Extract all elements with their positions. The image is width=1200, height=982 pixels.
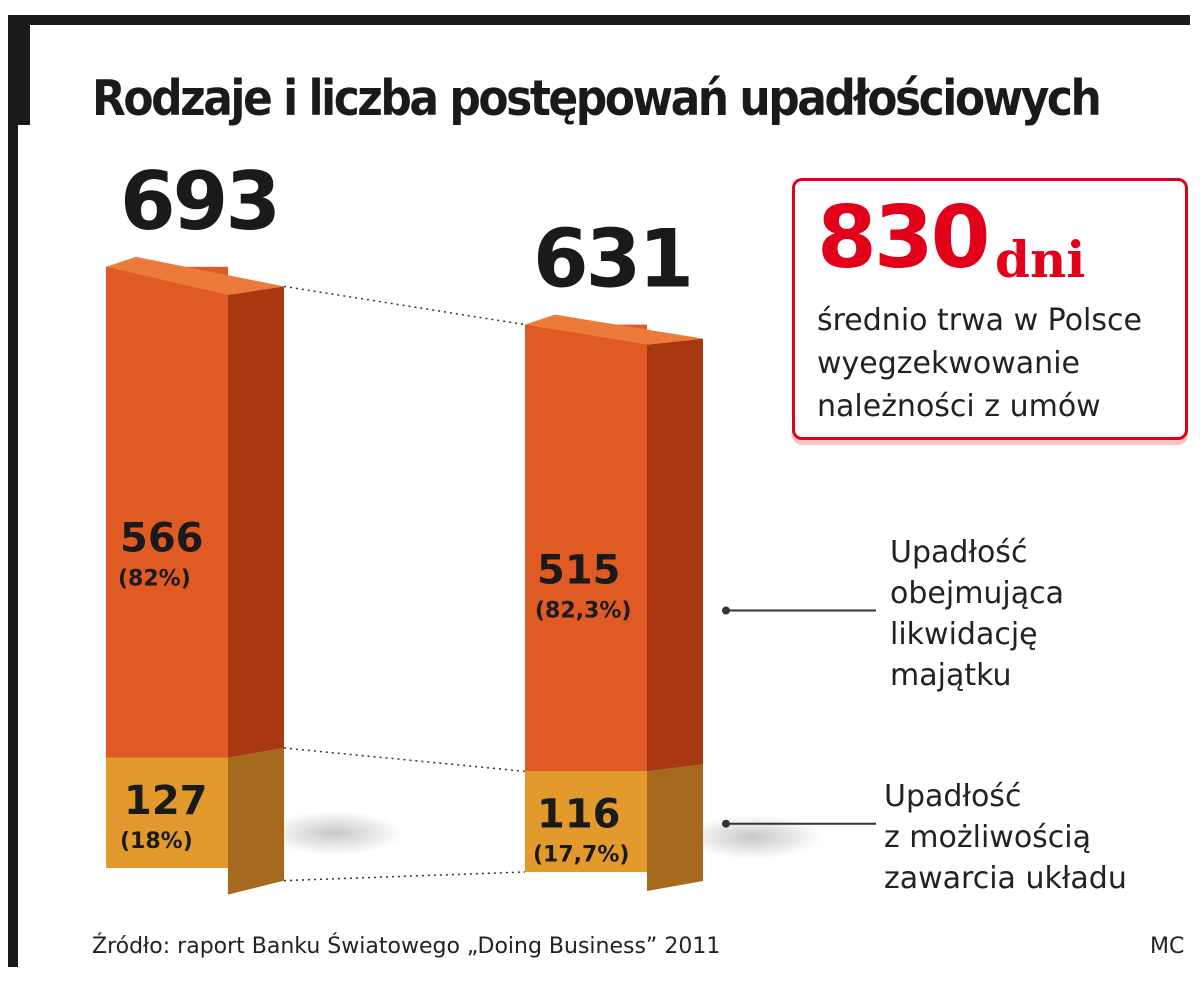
callout-unit: dni	[995, 230, 1086, 289]
bar-shadows	[264, 811, 823, 859]
legend-arrangement: Upadłość z możliwością zawarcia układu	[884, 776, 1127, 899]
bar-arrangement-share: (18%)	[120, 829, 193, 854]
frame-corner-block	[8, 15, 30, 125]
bar-shadow	[264, 811, 404, 855]
connector-lines	[283, 285, 526, 882]
frame-top-rule	[8, 15, 1190, 25]
legend-line: Upadłość	[890, 535, 1028, 570]
bar-arrangement-side	[228, 748, 284, 895]
callout-line: wyegzekwowanie	[817, 346, 1080, 381]
bar-liquidation-share: (82,3%)	[535, 599, 631, 624]
source-note: Źródło: raport Banku Światowego „Doing B…	[92, 934, 721, 959]
bar-arrangement-value: 127	[124, 778, 208, 824]
legend-line: zawarcia układu	[884, 861, 1127, 896]
bar-arrangement-value: 116	[537, 791, 621, 837]
legend-line: z możliwością	[884, 820, 1092, 855]
connector-top	[283, 285, 526, 326]
bar-liquidation-front	[106, 266, 228, 758]
bar-total-label: 631	[533, 213, 691, 306]
bar-top-face	[525, 314, 703, 345]
bar-arrangement-front	[106, 757, 228, 868]
legend-line: likwidację	[890, 617, 1038, 652]
legend-liquidation: Upadłość obejmująca likwidację majątku	[890, 532, 1064, 696]
bar-liquidation-side	[228, 286, 284, 758]
duration-callout: 830 dni średnio trwa w Polsce wyegzekwow…	[792, 178, 1188, 440]
bar-top-face	[106, 256, 284, 295]
bar-arrangement-side	[647, 764, 703, 891]
bar-liquidation-value: 515	[537, 548, 621, 594]
legend-line: majątku	[890, 658, 1012, 693]
frame-left-rule	[8, 15, 18, 967]
legend-line: Upadłość	[884, 779, 1022, 814]
bar-liquidation-front	[525, 324, 647, 772]
legend-line: obejmująca	[890, 576, 1065, 611]
bar-liquidation-share: (82%)	[118, 567, 191, 592]
pointer-dot-liquidation	[722, 606, 730, 615]
bar-liquidation-side	[647, 338, 703, 772]
bar-liquidation-value: 566	[120, 516, 204, 562]
bar-arrangement-front	[525, 771, 647, 872]
callout-number: 830	[817, 188, 991, 288]
bar-total-label: 693	[120, 155, 278, 248]
bar-shadow	[683, 815, 823, 859]
bar-labels-group: 693 566 (82%) 127 (18%) 631 515 (82,3%) 116 (17,7…	[118, 155, 694, 868]
author-credit: MC	[1150, 934, 1185, 959]
legend-pointers	[722, 606, 876, 828]
connector-middle	[283, 747, 526, 773]
connector-bottom	[283, 871, 526, 882]
bar-arrangement-share: (17,7%)	[533, 842, 629, 867]
bars-group	[106, 256, 703, 895]
pointer-dot-arrangement	[722, 819, 730, 828]
callout-line: średnio trwa w Polsce	[817, 303, 1142, 338]
chart-title: Rodzaje i liczba postępowań upadłościowy…	[92, 70, 1102, 128]
callout-line: należności z umów	[817, 389, 1101, 424]
callout-description: średnio trwa w Polsce wyegzekwowanie nal…	[817, 299, 1187, 428]
